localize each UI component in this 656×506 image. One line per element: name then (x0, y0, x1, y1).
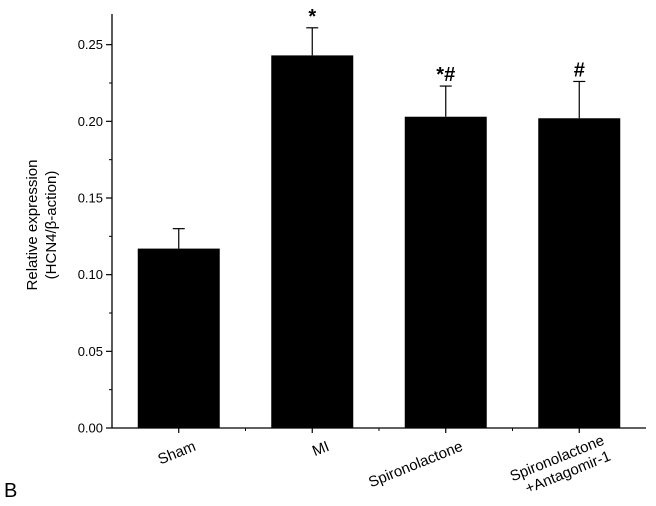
x-tick-label-line: Spironolactone (366, 438, 465, 491)
y-tick-label: 0.15 (78, 191, 103, 206)
y-tick-label: 0.10 (78, 267, 103, 282)
bar (137, 248, 220, 428)
bar (404, 116, 487, 428)
plot-area: 0.00 0.05 0.10 0.15 0.20 0.25 Sham * MI *# Spirono… (78, 6, 646, 501)
y-axis-label-line-2: (HCN4/β-action) (43, 171, 60, 280)
y-axis-label: Relative expression (HCN4/β-action) (24, 160, 60, 291)
panel-label: B (4, 480, 17, 502)
x-tick-label: Sham (156, 438, 199, 468)
y-tick-label: 0.05 (78, 344, 103, 359)
x-tick-label-line: Sham (156, 438, 199, 468)
y-axis-label-line-1: Relative expression (24, 160, 41, 291)
significance-marker: * (308, 6, 316, 28)
x-tick-label: Spironolactone+Antagomir-1 (508, 432, 614, 501)
x-tick-label: Spironolactone (366, 438, 465, 491)
significance-marker: # (574, 59, 585, 81)
bar (271, 55, 354, 429)
y-tick-label: 0.20 (78, 114, 103, 129)
x-tick-label: MI (310, 438, 332, 460)
significance-marker: *# (436, 64, 455, 86)
y-tick-label: 0.25 (78, 37, 103, 52)
x-tick-label-line: MI (310, 438, 332, 460)
bar (538, 118, 621, 429)
y-tick-label: 0.00 (78, 421, 103, 436)
